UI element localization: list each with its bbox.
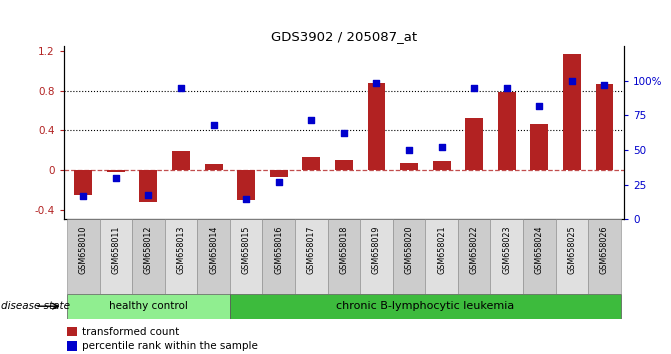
Bar [360, 219, 393, 294]
Bar [530, 124, 548, 170]
Text: transformed count: transformed count [82, 327, 179, 337]
Bar [327, 219, 360, 294]
Bar [230, 294, 621, 319]
Point [176, 85, 187, 91]
Bar [563, 54, 581, 170]
Text: GSM658014: GSM658014 [209, 225, 218, 274]
Bar [238, 170, 255, 200]
Point [599, 82, 610, 88]
Text: GSM658021: GSM658021 [437, 225, 446, 274]
Point [78, 193, 89, 199]
Bar [99, 219, 132, 294]
Bar [556, 219, 588, 294]
Text: GSM658022: GSM658022 [470, 225, 478, 274]
Bar [491, 219, 523, 294]
Bar [132, 219, 164, 294]
Point [241, 196, 252, 201]
Bar [393, 219, 425, 294]
Bar [596, 84, 613, 170]
Bar [425, 219, 458, 294]
Text: GSM658017: GSM658017 [307, 225, 316, 274]
Bar [368, 83, 385, 170]
Point [273, 179, 284, 185]
Point [566, 78, 577, 84]
Point [436, 144, 447, 150]
Point [338, 131, 349, 136]
Text: GSM658013: GSM658013 [176, 225, 185, 274]
Text: percentile rank within the sample: percentile rank within the sample [82, 341, 258, 351]
Bar [205, 164, 223, 170]
Bar [140, 170, 158, 202]
Text: GSM658019: GSM658019 [372, 225, 381, 274]
Point [371, 81, 382, 86]
Bar [164, 219, 197, 294]
Bar [400, 163, 418, 170]
Bar [335, 160, 353, 170]
Point [501, 85, 512, 91]
Bar [498, 92, 516, 170]
Bar [270, 170, 288, 177]
Bar [433, 161, 450, 170]
Text: GSM658015: GSM658015 [242, 225, 251, 274]
Text: GSM658024: GSM658024 [535, 225, 544, 274]
Text: GSM658023: GSM658023 [503, 225, 511, 274]
Bar [67, 294, 230, 319]
Bar [262, 219, 295, 294]
Bar [303, 157, 320, 170]
Bar [523, 219, 556, 294]
Bar [295, 219, 327, 294]
Text: GSM658020: GSM658020 [405, 225, 413, 274]
Bar [172, 151, 190, 170]
Point [143, 192, 154, 197]
Text: GSM658025: GSM658025 [568, 225, 576, 274]
Bar [197, 219, 230, 294]
Text: chronic B-lymphocytic leukemia: chronic B-lymphocytic leukemia [336, 301, 515, 311]
Title: GDS3902 / 205087_at: GDS3902 / 205087_at [271, 30, 417, 44]
Bar [588, 219, 621, 294]
Text: disease state: disease state [1, 301, 70, 311]
Bar [67, 327, 77, 336]
Point [208, 122, 219, 128]
Text: GSM658018: GSM658018 [340, 225, 348, 274]
Bar [67, 341, 77, 351]
Point [306, 117, 317, 122]
Text: GSM658011: GSM658011 [111, 225, 120, 274]
Bar [230, 219, 262, 294]
Text: GSM658016: GSM658016 [274, 225, 283, 274]
Text: healthy control: healthy control [109, 301, 188, 311]
Text: GSM658012: GSM658012 [144, 225, 153, 274]
Point [111, 175, 121, 181]
Point [469, 85, 480, 91]
Point [404, 147, 415, 153]
Bar [67, 219, 99, 294]
Text: GSM658026: GSM658026 [600, 225, 609, 274]
Bar [107, 170, 125, 172]
Point [534, 103, 545, 109]
Bar [458, 219, 491, 294]
Bar [465, 118, 483, 170]
Bar [74, 170, 92, 195]
Text: GSM658010: GSM658010 [79, 225, 88, 274]
